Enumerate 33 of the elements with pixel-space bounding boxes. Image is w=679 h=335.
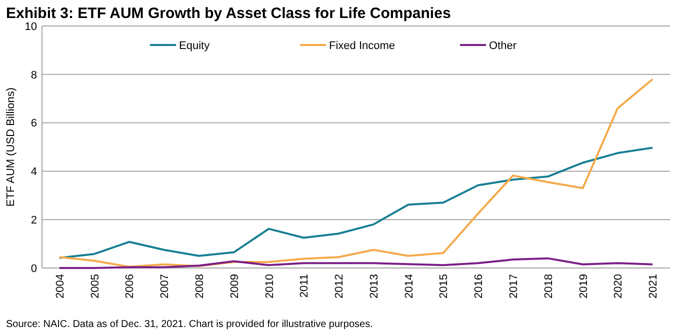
legend-label: Other (489, 40, 517, 52)
x-tick-label: 2009 (228, 274, 241, 298)
y-tick-label: 4 (30, 166, 37, 178)
line-series (58, 146, 654, 259)
x-tick-label: 2008 (194, 274, 206, 298)
x-tick-label: 2020 (612, 274, 625, 298)
x-tick-label: 2006 (124, 274, 136, 298)
y-tick-label: 10 (24, 20, 37, 33)
x-tick-label: 2004 (54, 274, 66, 298)
legend-label: Equity (179, 40, 210, 52)
x-tick-label: 2019 (578, 274, 590, 298)
y-tick-label: 6 (30, 118, 37, 130)
x-tick-label: 2011 (298, 274, 311, 298)
x-tick-label: 2017 (508, 274, 520, 298)
line-series (58, 78, 654, 268)
x-tick-label: 2010 (264, 274, 276, 298)
chart-title: Exhibit 3: ETF AUM Growth by Asset Class for Life Companies (6, 5, 451, 22)
y-tick-label: 0 (30, 262, 37, 275)
line-series (58, 257, 654, 269)
y-tick-label: 8 (30, 69, 37, 82)
y-axis-title: ETF AUM (USD Billions) (5, 87, 17, 207)
x-tick-label: 2013 (368, 274, 380, 298)
x-tick-label: 2016 (473, 274, 486, 298)
x-tick-label: 2005 (89, 274, 102, 298)
source-note: Source: NAIC. Data as of Dec. 31, 2021. Chart is provided for illustrative purposes. (6, 319, 373, 330)
legend-label: Fixed Income (329, 40, 396, 52)
x-tick-label: 2007 (159, 274, 172, 298)
x-tick-label: 2012 (334, 274, 346, 298)
y-tick-label: 2 (30, 214, 37, 226)
x-tick-label: 2015 (438, 274, 450, 298)
x-tick-label: 2021 (648, 274, 660, 298)
x-tick-label: 2018 (542, 274, 555, 298)
x-tick-label: 2014 (403, 274, 416, 298)
